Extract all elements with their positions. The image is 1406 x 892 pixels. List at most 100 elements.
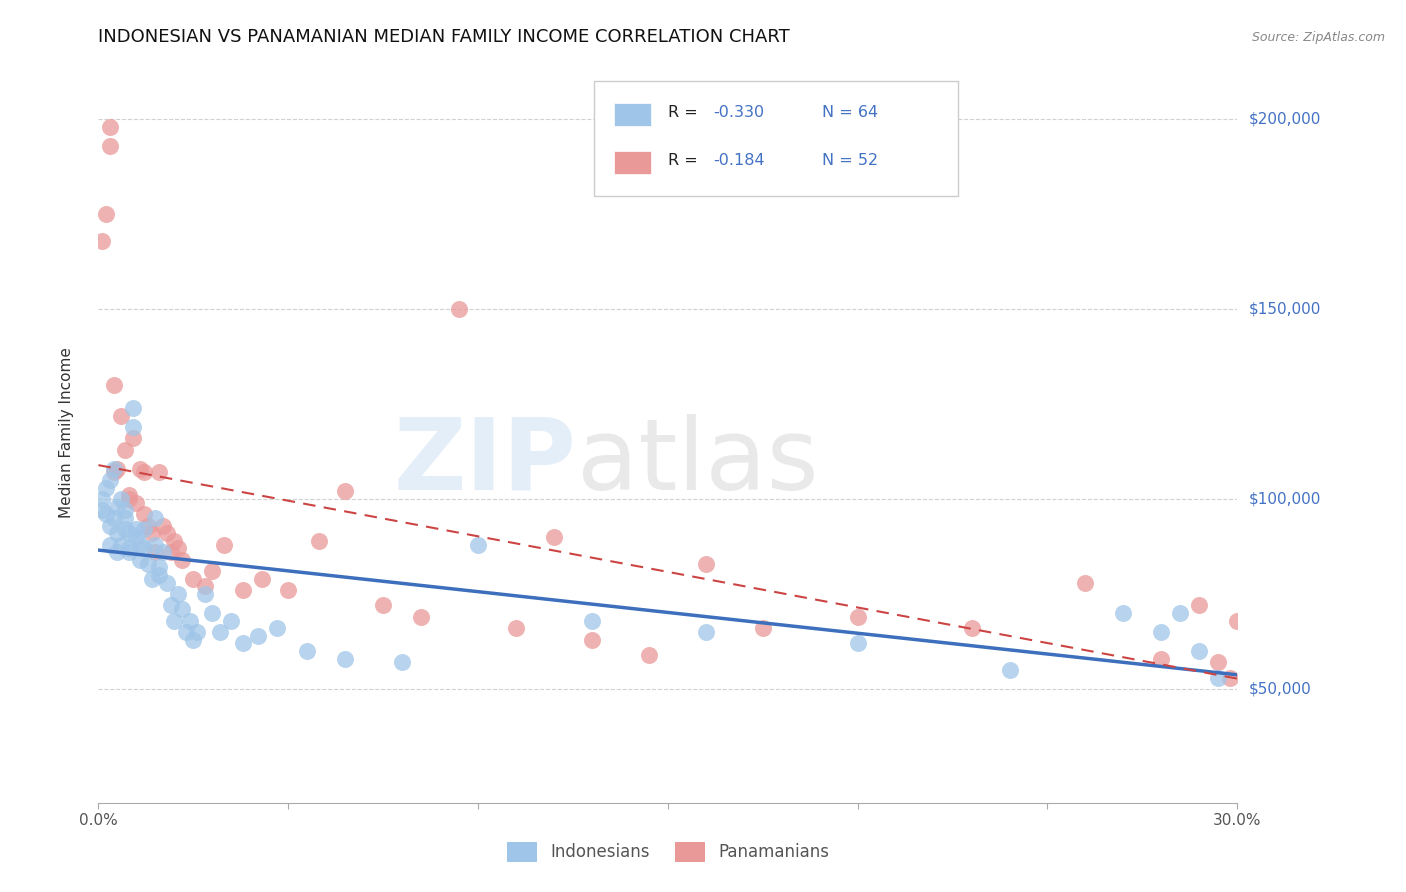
Point: [114, 442, 136, 457]
Point: [107, 461, 129, 475]
Point: [467, 538, 489, 552]
Point: [391, 656, 413, 670]
Point: [170, 553, 193, 567]
Point: [125, 496, 148, 510]
Text: -0.330: -0.330: [713, 104, 765, 120]
Point: [543, 530, 565, 544]
Point: [114, 511, 136, 525]
Point: [167, 541, 190, 556]
Bar: [614, 103, 651, 127]
Point: [107, 526, 129, 541]
Text: -0.184: -0.184: [713, 153, 765, 168]
Point: [505, 621, 527, 635]
Point: [91, 491, 114, 506]
Point: [411, 609, 433, 624]
Point: [94, 508, 117, 522]
Point: [1219, 671, 1241, 685]
Point: [148, 466, 170, 480]
Point: [103, 466, 125, 480]
Point: [148, 568, 170, 582]
Text: atlas: atlas: [576, 414, 818, 511]
Point: [163, 614, 186, 628]
Point: [1188, 599, 1211, 613]
Point: [118, 491, 141, 506]
Text: ZIP: ZIP: [394, 414, 576, 511]
Point: [277, 583, 299, 598]
Point: [103, 461, 125, 475]
Text: N = 64: N = 64: [821, 104, 877, 120]
Point: [125, 530, 148, 544]
Point: [183, 572, 205, 586]
Point: [167, 587, 190, 601]
Point: [371, 599, 394, 613]
Point: [846, 636, 869, 650]
Point: [232, 583, 254, 598]
Text: $150,000: $150,000: [1249, 301, 1320, 317]
Point: [960, 621, 983, 635]
Point: [201, 606, 224, 620]
Point: [335, 484, 357, 499]
Point: [98, 120, 121, 134]
Point: [179, 614, 201, 628]
Point: [132, 523, 155, 537]
Point: [208, 624, 231, 639]
Point: [98, 538, 121, 552]
Point: [1074, 575, 1097, 590]
Point: [107, 545, 129, 559]
Point: [132, 541, 155, 556]
Point: [170, 602, 193, 616]
Point: [752, 621, 775, 635]
Point: [183, 632, 205, 647]
Point: [152, 545, 174, 559]
Point: [1150, 651, 1173, 665]
Point: [638, 648, 661, 662]
Point: [297, 644, 319, 658]
Point: [212, 538, 235, 552]
Point: [110, 491, 132, 506]
Point: [232, 636, 254, 650]
Text: $50,000: $50,000: [1249, 681, 1312, 697]
Point: [121, 420, 143, 434]
Point: [148, 560, 170, 574]
Point: [1112, 606, 1135, 620]
Point: [695, 557, 717, 571]
Point: [118, 526, 141, 541]
Point: [129, 538, 152, 552]
Point: [1188, 644, 1211, 658]
Point: [118, 488, 141, 502]
Legend: Indonesians, Panamanians: Indonesians, Panamanians: [501, 835, 835, 869]
Point: [118, 541, 141, 556]
Point: [194, 579, 217, 593]
Point: [581, 632, 603, 647]
Point: [129, 553, 152, 567]
Point: [152, 518, 174, 533]
Point: [141, 572, 163, 586]
Point: [136, 557, 159, 571]
Point: [121, 431, 143, 445]
Point: [695, 624, 717, 639]
Text: INDONESIAN VS PANAMANIAN MEDIAN FAMILY INCOME CORRELATION CHART: INDONESIAN VS PANAMANIAN MEDIAN FAMILY I…: [98, 28, 790, 45]
Point: [129, 461, 152, 475]
Point: [156, 575, 179, 590]
Point: [145, 545, 167, 559]
Point: [246, 629, 269, 643]
Point: [121, 401, 143, 415]
Point: [94, 207, 117, 221]
Text: R =: R =: [668, 104, 703, 120]
Point: [221, 614, 243, 628]
Point: [103, 511, 125, 525]
Point: [125, 523, 148, 537]
Y-axis label: Median Family Income: Median Family Income: [59, 347, 75, 518]
Point: [114, 523, 136, 537]
Point: [1208, 656, 1230, 670]
Point: [98, 139, 121, 153]
Point: [194, 587, 217, 601]
Point: [308, 533, 330, 548]
Text: R =: R =: [668, 153, 703, 168]
Point: [94, 481, 117, 495]
Point: [98, 473, 121, 487]
Text: N = 52: N = 52: [821, 153, 877, 168]
Point: [186, 624, 208, 639]
Point: [110, 538, 132, 552]
Point: [114, 503, 136, 517]
